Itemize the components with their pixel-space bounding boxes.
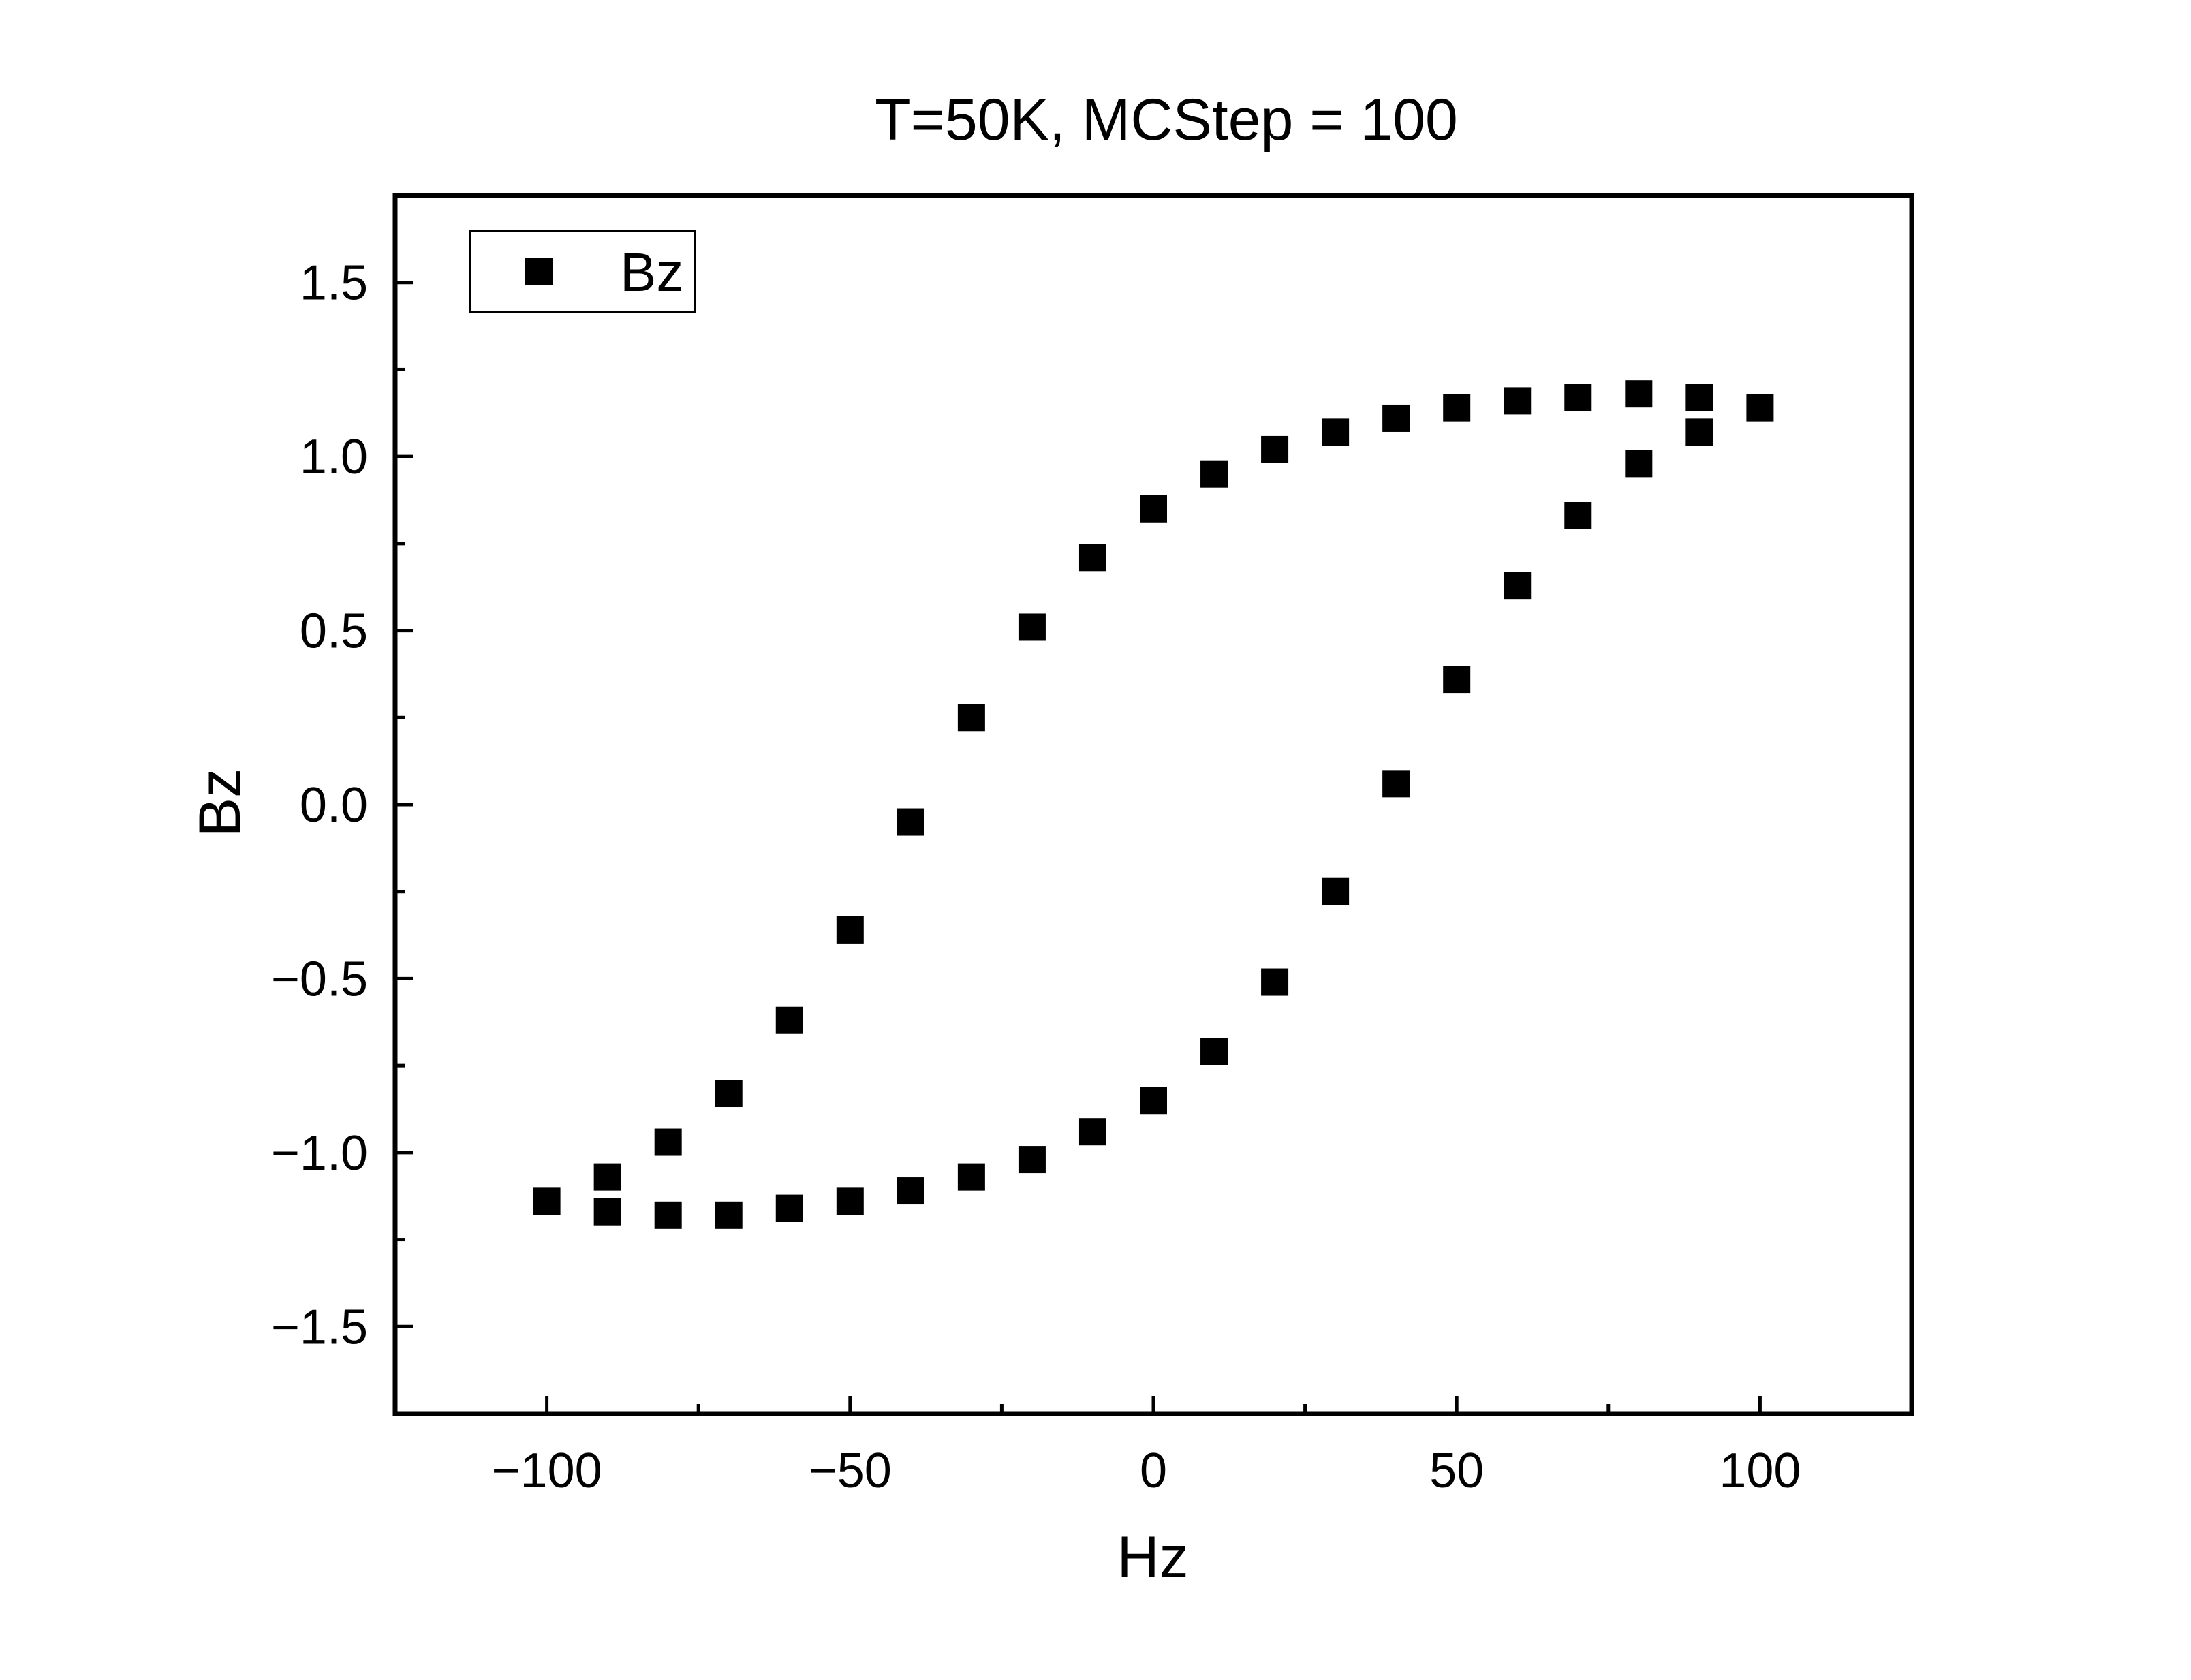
data-point bbox=[1322, 877, 1350, 905]
data-point bbox=[1443, 666, 1471, 694]
data-point bbox=[1564, 501, 1592, 529]
data-point bbox=[1504, 572, 1532, 600]
data-point bbox=[1685, 384, 1713, 411]
y-tick-label: −0.5 bbox=[271, 952, 368, 1006]
legend-box bbox=[469, 230, 696, 313]
data-point bbox=[1746, 394, 1774, 422]
data-point bbox=[897, 808, 924, 836]
x-tick-label: 0 bbox=[1140, 1444, 1167, 1498]
data-point bbox=[1140, 1087, 1167, 1115]
x-tick-label: 50 bbox=[1429, 1444, 1484, 1498]
y-axis-label: Bz bbox=[187, 768, 253, 837]
data-point bbox=[715, 1080, 743, 1108]
data-point bbox=[1078, 544, 1106, 572]
data-point bbox=[1261, 968, 1289, 996]
y-tick-label: −1.0 bbox=[271, 1126, 368, 1181]
data-point bbox=[1382, 770, 1410, 798]
data-point bbox=[1564, 384, 1592, 411]
data-point bbox=[593, 1198, 621, 1226]
data-point bbox=[957, 1163, 985, 1191]
plot-frame bbox=[392, 193, 1914, 1416]
data-point bbox=[1443, 394, 1471, 422]
data-point bbox=[775, 1194, 803, 1222]
y-tick-label: 1.5 bbox=[300, 256, 368, 311]
data-point bbox=[1140, 495, 1167, 523]
data-point bbox=[836, 916, 864, 944]
data-point bbox=[1200, 1038, 1228, 1065]
data-point bbox=[1625, 380, 1653, 408]
data-point bbox=[1018, 613, 1046, 641]
data-point bbox=[654, 1128, 682, 1156]
chart-title: T=50K, MCStep = 100 bbox=[875, 87, 1458, 153]
data-point bbox=[1504, 387, 1532, 415]
data-point bbox=[1322, 418, 1350, 446]
data-point bbox=[1078, 1118, 1106, 1146]
data-points bbox=[533, 380, 1774, 1229]
data-point bbox=[715, 1201, 743, 1229]
data-point bbox=[1382, 404, 1410, 432]
data-point bbox=[1200, 460, 1228, 488]
data-point bbox=[533, 1187, 561, 1215]
data-point bbox=[654, 1201, 682, 1229]
legend-label: Bz bbox=[620, 242, 683, 302]
data-point bbox=[836, 1187, 864, 1215]
y-tick-label: 0.0 bbox=[300, 778, 368, 833]
data-point bbox=[1018, 1146, 1046, 1174]
data-point bbox=[1625, 450, 1653, 478]
x-tick-label: −50 bbox=[809, 1444, 892, 1498]
data-point bbox=[897, 1177, 924, 1205]
x-tick-label: −100 bbox=[492, 1444, 602, 1498]
data-point bbox=[593, 1163, 621, 1191]
legend: Bz bbox=[469, 230, 696, 313]
y-tick-label: −1.5 bbox=[271, 1300, 368, 1354]
y-tick-label: 0.5 bbox=[300, 604, 368, 659]
data-point bbox=[775, 1006, 803, 1034]
legend-marker bbox=[525, 258, 553, 285]
x-tick-label: 100 bbox=[1719, 1444, 1801, 1498]
axis-ticks: −100 −50 0 50 100 −1.5 −1.0 −0.5 0.0 0.5 1.0 1.5 bbox=[271, 256, 1801, 1498]
data-point bbox=[1261, 435, 1289, 463]
y-tick-label: 1.0 bbox=[300, 430, 368, 484]
data-point bbox=[1685, 418, 1713, 446]
data-point bbox=[957, 704, 985, 732]
x-axis-label: Hz bbox=[1117, 1525, 1188, 1590]
